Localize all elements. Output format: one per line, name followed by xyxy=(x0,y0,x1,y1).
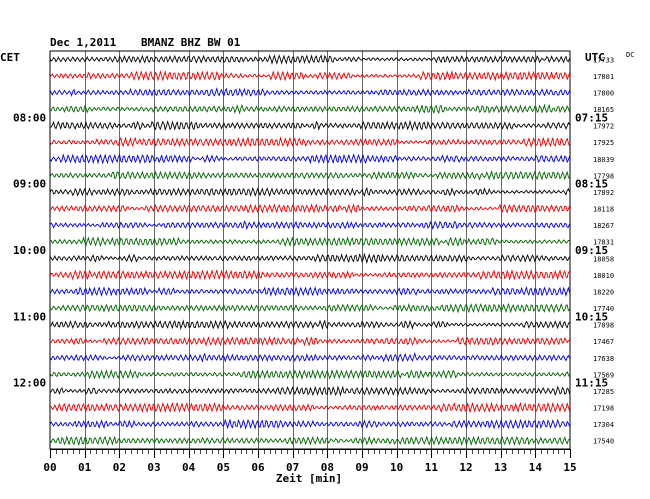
utc-hour-label-1: 07:15 xyxy=(575,111,608,124)
trace-count-18: 17467 xyxy=(593,338,614,346)
x-tick-label-13: 13 xyxy=(494,461,507,474)
trace-count-11: 18267 xyxy=(593,222,614,230)
trace-count-24: 17540 xyxy=(593,438,614,446)
right-timezone-label: UTC xyxy=(585,51,605,64)
trace-row-16 xyxy=(49,302,570,314)
trace-row-23 xyxy=(49,418,571,430)
x-tick-label-08: 08 xyxy=(321,461,334,474)
cet-hour-label-4: 11:00 xyxy=(13,310,46,323)
trace-count-17: 17898 xyxy=(593,322,614,330)
trace-row-17 xyxy=(49,319,570,331)
chart-date: Dec 1,2011 xyxy=(50,36,117,49)
trace-row-12 xyxy=(49,236,570,248)
x-tick-label-14: 14 xyxy=(529,461,543,474)
utc-hour-label-3: 09:15 xyxy=(575,244,608,257)
trace-count-23: 17304 xyxy=(593,421,614,429)
cet-hour-label-2: 09:00 xyxy=(13,178,46,191)
x-tick-label-02: 02 xyxy=(113,461,126,474)
trace-count-9: 17892 xyxy=(593,189,614,197)
trace-row-19 xyxy=(49,351,571,363)
trace-row-11 xyxy=(49,220,571,231)
x-tick-label-11: 11 xyxy=(425,461,439,474)
trace-count-10: 18118 xyxy=(593,206,614,214)
trace-row-6 xyxy=(49,136,571,148)
trace-count-3: 17800 xyxy=(593,89,614,97)
trace-count-5: 17972 xyxy=(593,123,614,131)
x-tick-label-04: 04 xyxy=(182,461,196,474)
trace-row-20 xyxy=(49,368,571,380)
chart-station: BMANZ BHZ BW 01 xyxy=(141,36,241,49)
cet-hour-label-1: 08:00 xyxy=(13,111,46,124)
trace-row-2 xyxy=(49,70,571,82)
x-tick-label-01: 01 xyxy=(78,461,92,474)
trace-count-2: 17801 xyxy=(593,73,614,81)
trace-row-3 xyxy=(49,87,571,98)
trace-row-5 xyxy=(49,119,570,132)
traces xyxy=(49,54,571,447)
cet-hour-label-3: 10:00 xyxy=(13,244,46,257)
trace-count-6: 17925 xyxy=(593,139,614,147)
trace-count-19: 17638 xyxy=(593,355,614,363)
trace-count-1: 17733 xyxy=(593,56,614,64)
row-labels: 17733 17801 17800 18165 17972 17925 18039 17798… xyxy=(13,56,614,445)
trace-row-7 xyxy=(49,153,571,165)
x-tick-label-06: 06 xyxy=(251,461,265,474)
trace-row-24 xyxy=(49,435,570,447)
trace-row-8 xyxy=(49,169,570,181)
trace-row-15 xyxy=(49,285,571,298)
trace-row-22 xyxy=(49,401,571,414)
trace-count-7: 18039 xyxy=(593,156,614,164)
trace-count-20: 17569 xyxy=(593,371,614,379)
x-tick-label-12: 12 xyxy=(459,461,472,474)
trace-count-22: 17198 xyxy=(593,405,614,413)
x-tick-label-03: 03 xyxy=(147,461,160,474)
trace-row-9 xyxy=(49,186,571,198)
left-timezone-label: CET xyxy=(0,51,20,64)
x-tick-label-09: 09 xyxy=(355,461,368,474)
utc-hour-label-5: 11:15 xyxy=(575,377,608,390)
trace-row-10 xyxy=(49,203,571,214)
x-tick-label-10: 10 xyxy=(390,461,403,474)
trace-row-13 xyxy=(49,252,571,265)
x-tick-label-07: 07 xyxy=(286,461,299,474)
x-tick-label-15: 15 xyxy=(563,461,576,474)
trace-count-15: 18220 xyxy=(593,288,614,296)
trace-count-16: 17740 xyxy=(593,305,614,313)
cet-hour-label-5: 12:00 xyxy=(13,377,46,390)
trace-row-18 xyxy=(50,336,570,347)
trace-row-14 xyxy=(49,269,570,281)
x-axis: 00 01 02 03 04 05 06 07 08 09 10 11 12 13 14 15 xyxy=(43,449,577,474)
trace-row-4 xyxy=(49,103,571,115)
utc-hour-label-4: 10:15 xyxy=(575,310,608,323)
trace-count-14: 18010 xyxy=(593,272,614,280)
trace-count-12: 17831 xyxy=(593,239,614,247)
x-axis-label: Zeit [min] xyxy=(276,472,342,485)
count-unit-label: DC xyxy=(626,51,634,59)
x-tick-label-00: 00 xyxy=(43,461,56,474)
utc-hour-label-2: 08:15 xyxy=(575,178,608,191)
trace-count-8: 17798 xyxy=(593,172,614,180)
trace-count-4: 18165 xyxy=(593,106,614,114)
trace-row-21 xyxy=(49,385,571,397)
trace-count-21: 17285 xyxy=(593,388,614,396)
x-tick-label-05: 05 xyxy=(217,461,230,474)
trace-count-13: 18058 xyxy=(593,255,614,263)
trace-row-1 xyxy=(49,54,571,66)
